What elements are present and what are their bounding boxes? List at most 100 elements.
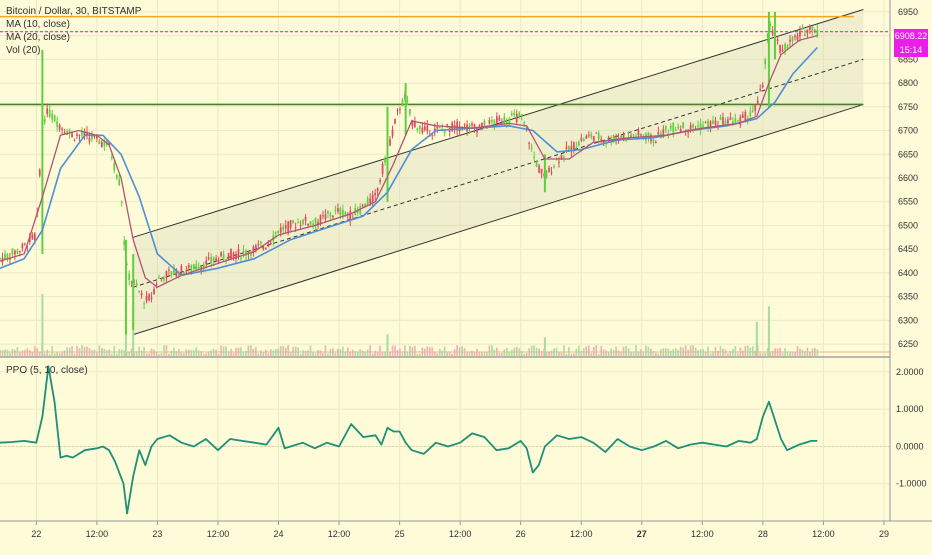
candle-body	[766, 33, 769, 38]
volume-bar	[505, 348, 508, 356]
candle-body	[71, 133, 73, 138]
candle-body	[719, 117, 722, 120]
candle-body	[627, 132, 630, 134]
candle-body	[759, 88, 762, 91]
candle-body	[277, 230, 280, 234]
candle-body	[560, 154, 563, 159]
candle-body	[81, 131, 83, 136]
candle-body	[416, 128, 419, 130]
channel-lower-line[interactable]	[133, 103, 864, 336]
volume-bar	[558, 352, 560, 356]
volume-bar	[255, 347, 257, 356]
candle-body	[215, 258, 218, 262]
volume-bar	[617, 350, 620, 356]
volume-bar	[548, 352, 550, 356]
candle-body	[63, 132, 66, 135]
candle-body	[205, 260, 208, 265]
candle-body	[401, 99, 404, 107]
candle-body	[657, 132, 660, 135]
candle-body	[438, 127, 441, 129]
candle-body	[456, 121, 458, 131]
ppo-title[interactable]: PPO (5, 10, close)	[6, 365, 88, 376]
indicator-volume[interactable]: Vol (20)	[6, 45, 41, 56]
candle-body	[16, 250, 19, 254]
volume-bar	[267, 353, 270, 356]
candle-body	[632, 134, 635, 136]
volume-bar	[302, 350, 304, 356]
candle-body	[170, 271, 173, 275]
candle-body	[563, 156, 565, 158]
horizontal-levels[interactable]	[0, 15, 890, 106]
volume-bar	[453, 348, 456, 356]
candle-body	[304, 217, 307, 221]
volume-bar	[168, 353, 170, 356]
candle-body	[664, 126, 667, 130]
candle-body	[409, 108, 411, 114]
volume-bar	[503, 349, 506, 356]
candle-body	[341, 209, 344, 217]
candle-body	[138, 291, 140, 293]
volume-bar	[704, 352, 707, 356]
volume-bar	[86, 346, 88, 356]
volume-bar	[585, 346, 588, 356]
candle-body	[486, 128, 488, 130]
volume-bar	[36, 348, 39, 356]
candle-body	[540, 168, 543, 174]
volume-bar	[682, 347, 685, 356]
volume-bar	[379, 345, 381, 356]
candle-body	[523, 122, 526, 124]
candle-body	[31, 234, 34, 239]
candle-body	[473, 124, 476, 128]
indicator-ma10[interactable]: MA (10, close)	[6, 19, 70, 30]
volume-bar	[528, 348, 531, 356]
volume-bar	[727, 353, 729, 356]
price-tick-label: 6450	[898, 244, 918, 254]
indicator-ma20[interactable]: MA (20, close)	[6, 32, 70, 43]
candle-body	[784, 43, 786, 50]
candle-body	[128, 273, 131, 280]
candle-body	[148, 294, 150, 301]
volume-bar	[570, 353, 573, 356]
volume-bar	[590, 352, 593, 356]
channel-middle-line[interactable]	[133, 58, 864, 288]
volume-bar	[627, 348, 630, 356]
volume-bar	[369, 345, 372, 356]
candle-body	[83, 131, 86, 137]
volume-bar	[11, 349, 14, 356]
candle-body	[46, 108, 49, 114]
candle-body	[56, 121, 59, 127]
candle-body	[255, 245, 257, 248]
candle-body	[361, 205, 364, 207]
volume-bar	[724, 349, 727, 356]
volume-bar	[135, 350, 138, 356]
volume-bar	[200, 351, 203, 356]
regression-channel[interactable]	[133, 9, 864, 336]
volume-bar	[719, 345, 722, 356]
volume-bar	[717, 350, 719, 356]
channel-upper-line[interactable]	[133, 9, 864, 238]
volume-bar	[456, 345, 458, 356]
volume-bar	[252, 348, 255, 356]
volume-bar	[784, 348, 786, 356]
volume-bar	[433, 351, 436, 356]
candle-body	[528, 142, 531, 145]
volume-bar	[123, 350, 126, 356]
volume-bar	[612, 350, 615, 356]
volume-bar	[394, 345, 396, 356]
candle-body	[374, 193, 377, 196]
volume-bar	[744, 345, 747, 356]
candle-body	[582, 139, 585, 142]
candle-body	[724, 120, 727, 127]
volume-bar	[128, 351, 131, 356]
volume-bar	[148, 353, 150, 356]
candle-body	[441, 128, 444, 130]
candle-body	[110, 156, 113, 159]
volume-bar	[187, 349, 190, 356]
volume-bar	[21, 350, 24, 356]
candle-body	[652, 139, 655, 144]
volume-bar	[699, 349, 702, 356]
symbol-title[interactable]: Bitcoin / Dollar, 30, BITSTAMP	[6, 6, 142, 17]
